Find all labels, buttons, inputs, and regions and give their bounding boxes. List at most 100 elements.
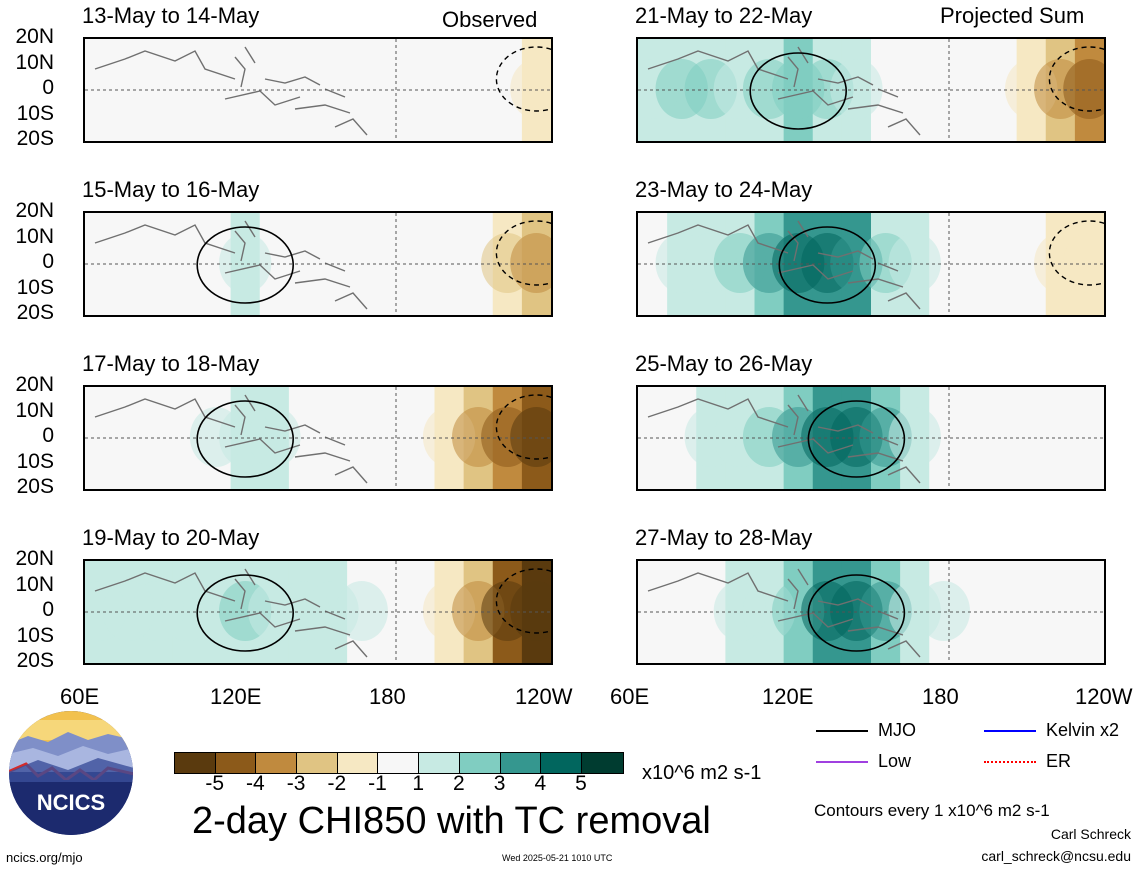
map-panel-2 xyxy=(83,211,553,317)
map-panel-3 xyxy=(83,385,553,491)
contours-note: Contours every 1 x10^6 m2 s-1 xyxy=(814,801,1050,820)
y-tick-label: 20S xyxy=(16,649,54,672)
panel-7-plot xyxy=(638,387,1104,489)
y-tick-label: 20N xyxy=(15,547,54,570)
coastline xyxy=(94,568,368,658)
x-tick-180-left: 180 xyxy=(369,684,406,709)
colorbar-tick: 2 xyxy=(453,772,465,795)
legend-low-label: Low xyxy=(878,751,912,771)
anomaly-core xyxy=(888,407,941,467)
anomaly-core xyxy=(1063,233,1104,293)
mjo-contour-positive xyxy=(778,226,877,304)
colorbar-swatch xyxy=(500,753,542,773)
y-tick-label: 10S xyxy=(16,101,54,125)
anomaly-core xyxy=(510,59,551,119)
legend-kelvin-label: Kelvin x2 xyxy=(1046,720,1120,740)
x-tick-120w-right: 120W xyxy=(1075,684,1133,709)
author-email[interactable]: carl_schreck@ncsu.edu xyxy=(981,848,1131,864)
footer-date: Wed 2025-05-21 1010 UTC xyxy=(502,853,613,863)
x-tick-180-right: 180 xyxy=(922,684,959,709)
author-name: Carl Schreck xyxy=(1050,826,1131,842)
panel-1-tag: Observed xyxy=(442,7,538,32)
map-panel-7 xyxy=(636,385,1106,491)
colorbar-tick: -5 xyxy=(205,772,225,795)
panel-1-title: 13-May to 14-May xyxy=(82,3,260,28)
legend-er: ER xyxy=(984,751,1071,772)
mjo-contour-negative xyxy=(495,46,551,112)
anomaly-core xyxy=(1063,59,1104,119)
map-panel-8 xyxy=(636,559,1106,665)
coastline xyxy=(94,220,368,310)
panel-5-title: 21-May to 22-May xyxy=(635,3,813,28)
colorbar-swatch xyxy=(581,753,623,773)
colorbar-swatch xyxy=(378,753,420,773)
mjo-contour-negative xyxy=(1048,46,1104,112)
coastline xyxy=(94,46,368,136)
mjo-contour-negative xyxy=(495,394,551,460)
mjo-contour-negative xyxy=(1048,220,1104,286)
y-tick-label: 20S xyxy=(16,475,54,498)
y-tick-label: 0 xyxy=(42,424,54,447)
y-tick-label: 10S xyxy=(16,449,54,473)
anomaly-core xyxy=(830,59,883,119)
mjo-contour-positive xyxy=(196,400,294,478)
footer-url[interactable]: ncics.org/mjo xyxy=(6,850,83,865)
panel-3-plot xyxy=(85,387,551,489)
coastline xyxy=(94,394,368,484)
y-tick-label: 20N xyxy=(15,199,54,222)
panel-8-plot xyxy=(638,561,1104,663)
coastline xyxy=(647,394,921,484)
colorbar-tick: -1 xyxy=(368,772,387,795)
y-tick-label: 10S xyxy=(16,623,54,647)
panel-2-title: 15-May to 16-May xyxy=(82,177,260,202)
mjo-contour-positive xyxy=(196,226,294,304)
y-tick-label: 10N xyxy=(15,224,54,248)
ncics-logo: NCICS xyxy=(9,711,133,835)
colorbar-swatch xyxy=(297,753,338,773)
legend-kelvin-line xyxy=(984,729,1036,732)
anomaly-core xyxy=(510,233,551,293)
colorbar-swatch xyxy=(541,753,582,773)
x-tick-120e-right: 120E xyxy=(762,684,814,709)
mjo-contour-positive xyxy=(807,574,906,652)
panel-7-title: 25-May to 26-May xyxy=(635,351,813,376)
x-tick-120w-left: 120W xyxy=(515,684,573,709)
map-panel-1 xyxy=(83,37,553,143)
legend-mjo-label: MJO xyxy=(878,720,916,740)
colorbar-tick: 3 xyxy=(493,772,506,795)
colorbar-tick: -3 xyxy=(286,772,306,795)
colorbar-swatch xyxy=(175,753,216,773)
anomaly-core xyxy=(510,581,551,641)
mjo-contour-negative xyxy=(495,220,551,286)
mjo-contour-positive xyxy=(749,52,847,130)
y-tick-label: 20N xyxy=(15,25,54,48)
y-tick-label: 10N xyxy=(15,50,54,74)
legend-er-line xyxy=(984,760,1036,763)
y-tick-label: 20S xyxy=(16,127,54,150)
x-tick-60e-right: 60E xyxy=(610,684,650,709)
y-tick-label: 10N xyxy=(15,572,54,596)
x-tick-60e-left: 60E xyxy=(60,684,100,709)
panel-4-plot xyxy=(85,561,551,663)
coastline xyxy=(647,220,921,310)
colorbar-swatch xyxy=(337,753,379,773)
y-tick-label: 0 xyxy=(42,250,54,273)
anomaly-core xyxy=(917,581,970,641)
panel-2-plot xyxy=(85,213,551,315)
colorbar-swatch xyxy=(256,753,298,773)
coastline xyxy=(647,568,921,658)
panel-6-plot xyxy=(638,213,1104,315)
colorbar-swatch xyxy=(459,753,501,773)
map-panel-6 xyxy=(636,211,1106,317)
panel-1-plot xyxy=(85,39,551,141)
y-tick-label: 20N xyxy=(15,373,54,396)
anomaly-core xyxy=(510,407,551,467)
coastline xyxy=(647,46,921,136)
y-tick-label: 20S xyxy=(16,301,54,324)
mjo-contour-positive xyxy=(807,400,906,478)
panel-5-tag: Projected Sum xyxy=(940,3,1085,28)
legend-er-label: ER xyxy=(1046,751,1072,771)
panel-8-title: 27-May to 28-May xyxy=(635,525,813,550)
y-tick-label: 0 xyxy=(42,76,54,99)
mjo-contour-negative xyxy=(495,568,551,634)
